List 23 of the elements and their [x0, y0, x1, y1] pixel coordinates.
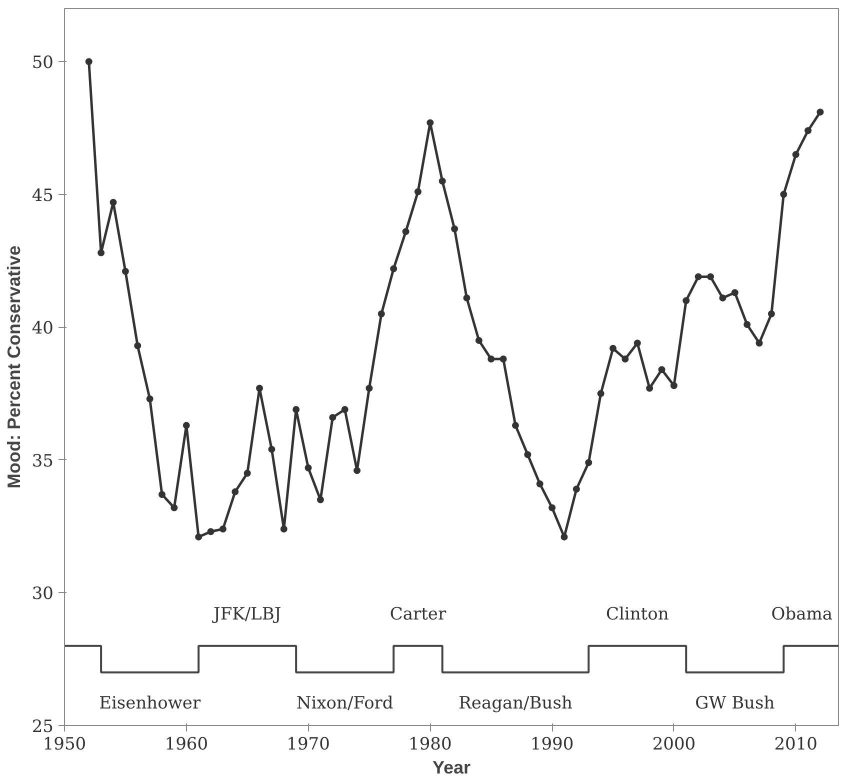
annotation: Eisenhower: [99, 694, 202, 714]
y-tick-label: 25: [32, 717, 54, 737]
y-tick-label: 40: [32, 318, 54, 339]
annotation: JFK/LBJ: [212, 604, 282, 625]
y-tick-label: 30: [32, 584, 54, 604]
x-tick-label: 1960: [164, 734, 208, 754]
y-tick-label: 35: [32, 451, 54, 472]
x-tick-label: 2000: [652, 734, 696, 754]
annotation: Obama: [771, 604, 833, 625]
annotation: GW Bush: [695, 694, 775, 714]
annotation: Reagan/Bush: [458, 694, 572, 714]
annotation: Nixon/Ford: [296, 694, 394, 714]
x-tick-label: 1980: [408, 734, 452, 754]
annotation: Clinton: [606, 604, 669, 625]
x-tick-label: 1970: [286, 734, 330, 754]
x-tick-label: 1950: [42, 734, 86, 754]
x-tick-label: 1990: [530, 734, 574, 754]
y-axis-title: Mood: Percent Conservative: [4, 245, 24, 489]
y-tick-label: 50: [32, 53, 54, 74]
x-tick-label: 2010: [774, 734, 818, 754]
annotation: Carter: [390, 604, 447, 625]
y-tick-label: 45: [32, 186, 54, 206]
x-axis-title: Year: [432, 758, 471, 778]
